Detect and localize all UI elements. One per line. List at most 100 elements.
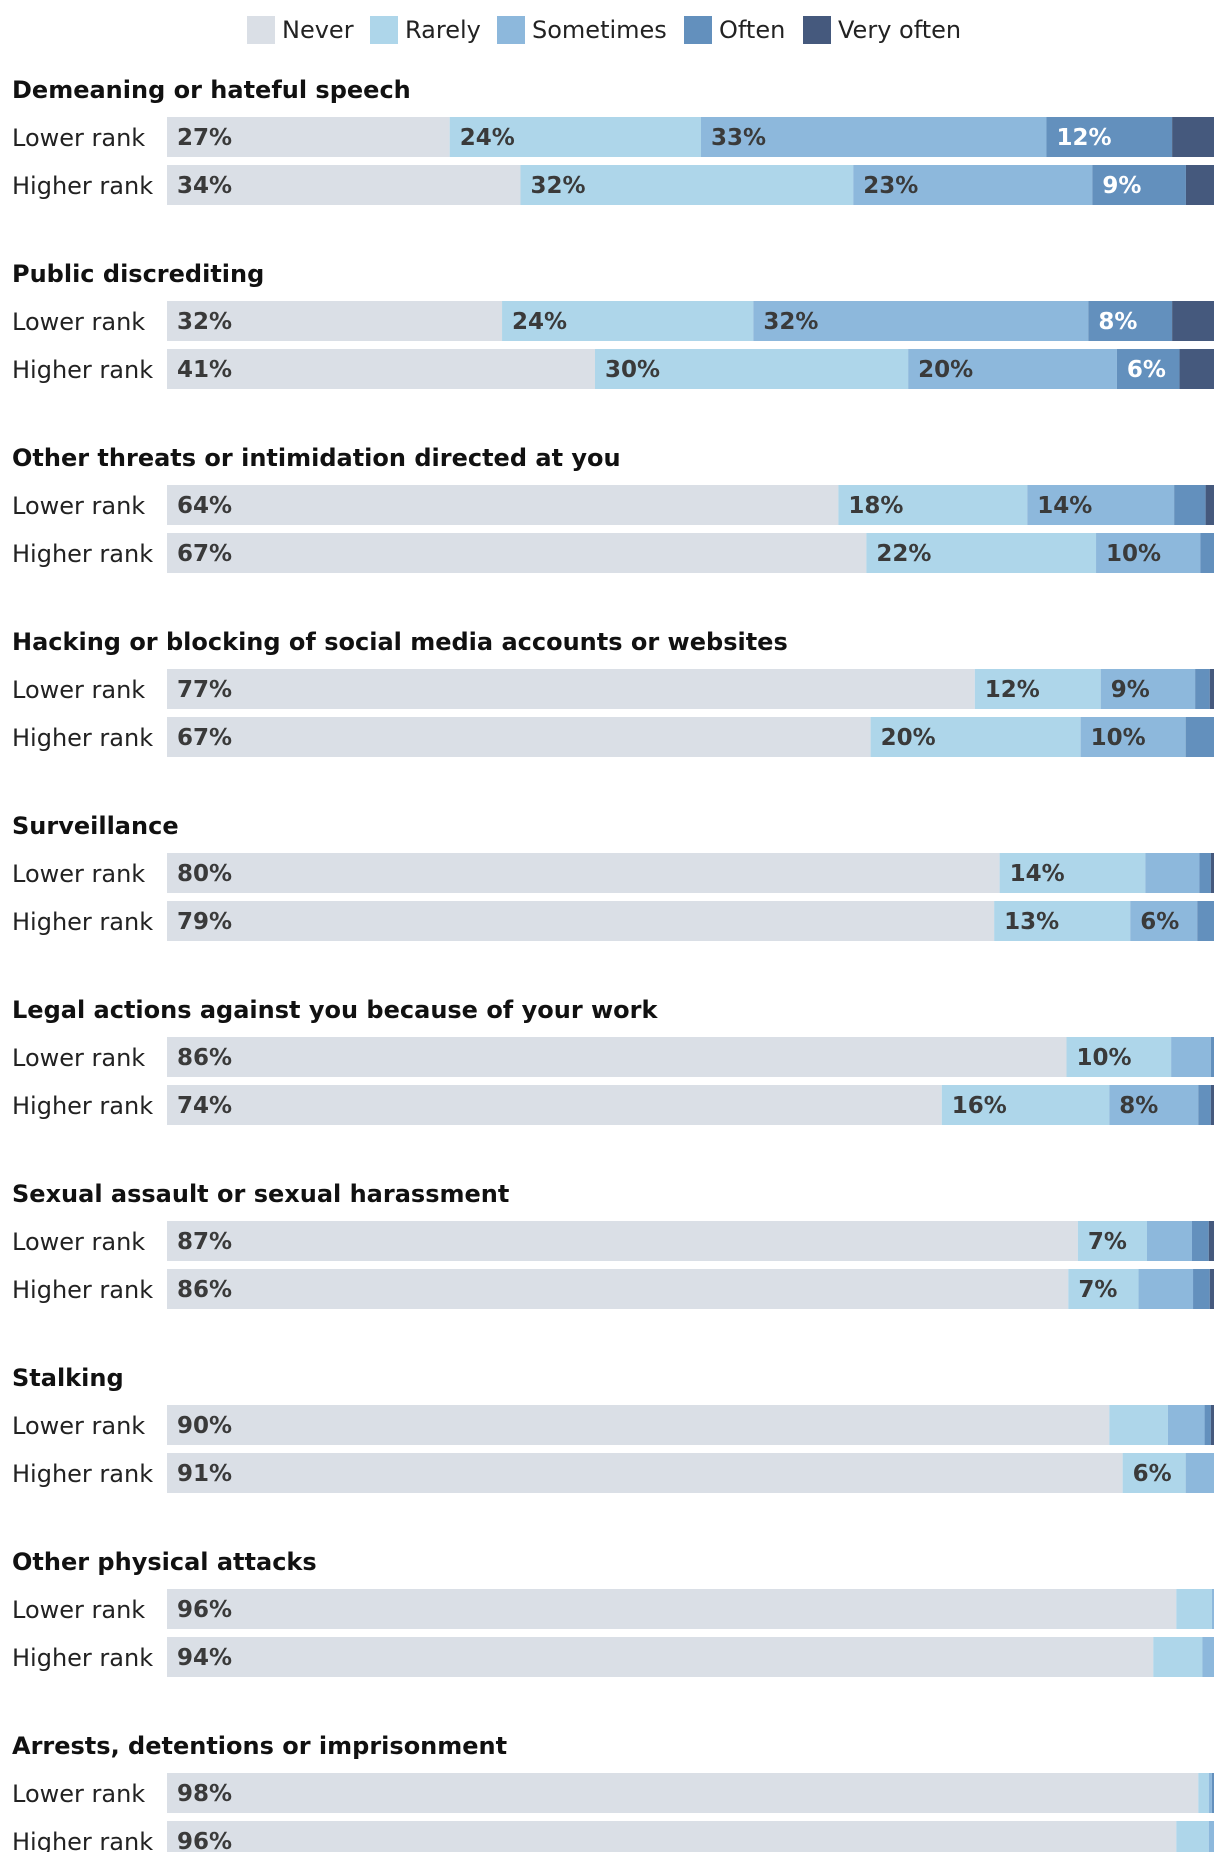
group-surveillance: Surveillance Lower rank 80% 14% Higher rank 7… bbox=[12, 812, 1214, 941]
group-title: Legal actions against you because of you… bbox=[12, 996, 659, 1024]
bar-segment-rarely bbox=[1176, 1821, 1209, 1852]
row-label: Higher rank bbox=[12, 1092, 153, 1120]
data-label-sometimes: 10% bbox=[1091, 725, 1146, 751]
bar-segment-often bbox=[1192, 1221, 1209, 1261]
legend-label-very-often: Very often bbox=[838, 16, 961, 44]
row-label: Higher rank bbox=[12, 356, 153, 384]
bar-row-lower-rank: Lower rank 87% 7% bbox=[12, 1221, 1215, 1261]
data-label-sometimes: 14% bbox=[1037, 493, 1092, 519]
group-other-physical-attacks: Other physical attacks Lower rank 96% Highe… bbox=[12, 1548, 1214, 1677]
group-legal-actions-against-you-because-of-your-work: Legal actions against you because of you… bbox=[12, 996, 1214, 1125]
bar-segment-rarely bbox=[941, 1085, 1110, 1125]
group-other-threats-or-intimidation-directed-at-you: Other threats or intimidation directed a… bbox=[12, 444, 1214, 573]
bar-segment-rarely bbox=[999, 853, 1146, 893]
data-label-never: 27% bbox=[177, 125, 232, 151]
bar-segment-very-often bbox=[1209, 669, 1214, 709]
bar-segment-rarely bbox=[520, 165, 854, 205]
bar-segment-rarely bbox=[1153, 1637, 1203, 1677]
data-label-rarely: 24% bbox=[512, 309, 567, 335]
bar-row-higher-rank: Higher rank 79% 13% 6% bbox=[12, 901, 1214, 941]
bar-segment-very-often bbox=[1208, 1221, 1215, 1261]
data-label-never: 91% bbox=[177, 1461, 232, 1487]
data-label-often: 8% bbox=[1098, 309, 1137, 335]
data-label-sometimes: 23% bbox=[863, 173, 918, 199]
bar-segment-often bbox=[1195, 669, 1210, 709]
bar-segment-very-often bbox=[1172, 301, 1214, 341]
bar-row-lower-rank: Lower rank 80% 14% bbox=[12, 853, 1214, 893]
bar-segment-sometimes bbox=[1171, 1037, 1211, 1077]
data-label-rarely: 12% bbox=[985, 677, 1040, 703]
row-label: Lower rank bbox=[12, 1780, 145, 1808]
bar-segment-never bbox=[167, 1085, 942, 1125]
bar-segment-never bbox=[167, 1637, 1154, 1677]
bar-segment-sometimes bbox=[1208, 1821, 1215, 1852]
data-label-never: 67% bbox=[177, 725, 232, 751]
row-label: Higher rank bbox=[12, 1644, 153, 1672]
bar-row-higher-rank: Higher rank 67% 20% 10% bbox=[12, 717, 1214, 757]
bar-row-higher-rank: Higher rank 41% 30% 20% 6% bbox=[12, 349, 1214, 389]
row-label: Higher rank bbox=[12, 1276, 153, 1304]
bar-segment-never bbox=[167, 301, 503, 341]
bar-segment-sometimes bbox=[1109, 1085, 1199, 1125]
data-label-rarely: 32% bbox=[531, 173, 586, 199]
group-title: Sexual assault or sexual harassment bbox=[12, 1180, 509, 1208]
data-label-never: 79% bbox=[177, 909, 232, 935]
group-title: Stalking bbox=[12, 1364, 124, 1392]
legend-label-never: Never bbox=[282, 16, 354, 44]
bar-segment-often bbox=[1204, 1405, 1211, 1445]
data-label-never: 41% bbox=[177, 357, 232, 383]
bar-row-lower-rank: Lower rank 96% bbox=[12, 1589, 1214, 1629]
bar-row-higher-rank: Higher rank 34% 32% 23% 9% bbox=[12, 165, 1214, 205]
bar-segment-rarely bbox=[502, 301, 754, 341]
legend-swatch-very-often bbox=[803, 16, 831, 44]
legend-label-often: Often bbox=[719, 16, 785, 44]
bar-segment-rarely bbox=[1109, 1405, 1168, 1445]
bar-row-lower-rank: Lower rank 90% bbox=[12, 1405, 1214, 1445]
group-title: Surveillance bbox=[12, 812, 179, 840]
row-label: Higher rank bbox=[12, 908, 153, 936]
group-sexual-assault-or-sexual-harassment: Sexual assault or sexual harassment Lower… bbox=[12, 1180, 1215, 1309]
data-label-never: 77% bbox=[177, 677, 232, 703]
chart-groups: Demeaning or hateful speech Lower rank 27%… bbox=[12, 76, 1215, 1852]
bar-segment-rarely bbox=[1066, 1037, 1172, 1077]
data-label-rarely: 18% bbox=[848, 493, 903, 519]
bar-segment-never bbox=[167, 1773, 1199, 1813]
data-label-often: 12% bbox=[1056, 125, 1111, 151]
bar-segment-often bbox=[1200, 533, 1214, 573]
bar-segment-sometimes bbox=[1100, 669, 1196, 709]
row-label: Lower rank bbox=[12, 1596, 145, 1624]
row-label: Lower rank bbox=[12, 1228, 145, 1256]
data-label-sometimes: 33% bbox=[711, 125, 766, 151]
row-label: Higher rank bbox=[12, 724, 153, 752]
data-label-never: 86% bbox=[177, 1277, 232, 1303]
bar-segment-sometimes bbox=[1146, 1221, 1193, 1261]
bar-segment-never bbox=[167, 901, 995, 941]
data-label-never: 96% bbox=[177, 1597, 232, 1623]
bar-segment-never bbox=[167, 117, 450, 157]
bar-segment-sometimes bbox=[753, 301, 1089, 341]
bar-segment-sometimes bbox=[1096, 533, 1201, 573]
bar-segment-never bbox=[167, 1453, 1123, 1493]
bar-segment-rarely bbox=[594, 349, 909, 389]
data-label-rarely: 20% bbox=[881, 725, 936, 751]
data-label-rarely: 7% bbox=[1078, 1277, 1117, 1303]
bar-segment-very-often bbox=[1209, 1269, 1214, 1309]
bar-row-lower-rank: Lower rank 98% bbox=[12, 1773, 1214, 1813]
bar-segment-very-often bbox=[1185, 165, 1214, 205]
data-label-often: 6% bbox=[1127, 357, 1166, 383]
bar-segment-rarely bbox=[1068, 1269, 1139, 1309]
bar-segment-never bbox=[167, 1821, 1177, 1852]
bar-row-lower-rank: Lower rank 32% 24% 32% 8% bbox=[12, 301, 1214, 341]
bar-row-higher-rank: Higher rank 67% 22% 10% bbox=[12, 533, 1214, 573]
bar-segment-often bbox=[1088, 301, 1173, 341]
bar-segment-never bbox=[167, 349, 595, 389]
group-title: Hacking or blocking of social media acco… bbox=[12, 628, 788, 656]
legend-swatch-often bbox=[684, 16, 712, 44]
bar-segment-very-often bbox=[1172, 117, 1214, 157]
row-label: Higher rank bbox=[12, 1828, 153, 1852]
legend-label-sometimes: Sometimes bbox=[532, 16, 667, 44]
legend-swatch-sometimes bbox=[497, 16, 525, 44]
group-title: Other threats or intimidation directed a… bbox=[12, 444, 621, 472]
data-label-rarely: 6% bbox=[1133, 1461, 1172, 1487]
